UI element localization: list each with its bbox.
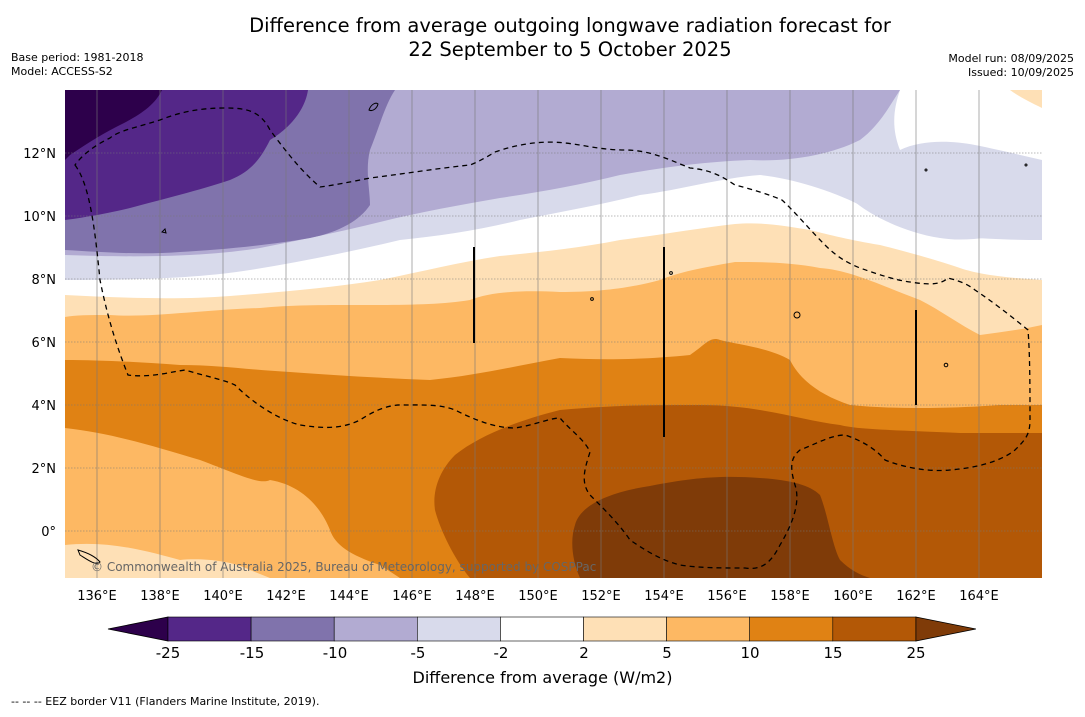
lon-label: 160°E xyxy=(833,589,873,604)
title-line-1: Difference from average outgoing longwav… xyxy=(249,14,891,37)
lon-label: 156°E xyxy=(707,589,747,604)
model-text: Model: ACCESS-S2 xyxy=(11,65,113,78)
band-2-5-left xyxy=(65,543,270,578)
colorbar-segment xyxy=(749,616,834,642)
lat-grid-lines xyxy=(65,152,1042,532)
colorbar-extend-high xyxy=(915,616,976,642)
issued-text: Issued: 10/09/2025 xyxy=(967,66,1074,79)
chart-title: Difference from average outgoing longwav… xyxy=(150,14,990,62)
lat-label: 10°N xyxy=(23,210,56,225)
lon-label: 144°E xyxy=(329,589,369,604)
copyright-text: © Commonwealth of Australia 2025, Bureau… xyxy=(91,560,596,574)
band-2-5-corner xyxy=(1010,90,1042,108)
lat-label: 8°N xyxy=(32,273,57,288)
colorbar-segment xyxy=(832,616,917,642)
band-neutral-topright xyxy=(894,90,1042,160)
lon-label: 146°E xyxy=(392,589,432,604)
lon-label: 152°E xyxy=(581,589,621,604)
title-line-2: 22 September to 5 October 2025 xyxy=(408,38,732,61)
colorbar-tick-label: -10 xyxy=(323,644,348,662)
lon-label: 150°E xyxy=(518,589,558,604)
lon-label: 164°E xyxy=(959,589,999,604)
colorbar xyxy=(107,616,976,642)
colorbar-tick-label: -15 xyxy=(240,644,265,662)
lon-label: 138°E xyxy=(140,589,180,604)
lat-label: 0° xyxy=(41,525,56,540)
colorbar-segment xyxy=(583,616,667,642)
metadata-left: Base period: 1981-2018 Model: ACCESS-S2 xyxy=(11,51,143,79)
colorbar-segment xyxy=(666,616,750,642)
lon-label: 140°E xyxy=(203,589,243,604)
lon-label: 136°E xyxy=(77,589,117,604)
colorbar-label: Difference from average (W/m2) xyxy=(412,668,673,687)
colorbar-segment xyxy=(250,616,335,642)
colorbar-segment xyxy=(167,616,252,642)
base-period-text: Base period: 1981-2018 xyxy=(11,51,144,64)
band-lavender-blob xyxy=(848,151,1042,240)
model-run-text: Model run: 08/09/2025 xyxy=(948,52,1074,65)
lat-tick-labels: 12°N 10°N 8°N 6°N 4°N 2°N 0° xyxy=(23,147,56,540)
island-outlines xyxy=(77,102,1028,564)
band-purple-darkest xyxy=(65,90,162,160)
colorbar-tick-label: -5 xyxy=(411,644,426,662)
colorbar-tick-label: -25 xyxy=(156,644,181,662)
band-over-25 xyxy=(572,476,870,578)
colorbar-tick-label: -2 xyxy=(494,644,509,662)
colorbar-segment xyxy=(333,616,418,642)
lat-label: 12°N xyxy=(23,147,56,162)
colorbar-tick-label: 2 xyxy=(579,644,589,662)
band-purple-dark xyxy=(65,90,308,220)
eez-legend-note: -- -- -- EEZ border V11 (Flanders Marine… xyxy=(11,695,320,708)
colorbar-tick-label: 10 xyxy=(740,644,759,662)
lon-label: 142°E xyxy=(266,589,306,604)
colorbar-tick-label: 15 xyxy=(823,644,842,662)
lon-label: 162°E xyxy=(896,589,936,604)
lon-label: 154°E xyxy=(644,589,684,604)
eez-border xyxy=(74,107,1031,570)
lat-label: 6°N xyxy=(32,336,57,351)
colorbar-tick-label: 5 xyxy=(662,644,672,662)
band-5-10-left xyxy=(65,428,400,578)
lat-label: 2°N xyxy=(32,462,57,477)
lon-tick-labels: 136°E 138°E 140°E 142°E 144°E 146°E 148°… xyxy=(77,589,999,604)
ola-anomaly-field xyxy=(65,90,1042,578)
colorbar-segment xyxy=(500,616,584,642)
mjo-markers xyxy=(473,247,917,437)
lat-label: 4°N xyxy=(32,399,57,414)
colorbar-extend-low xyxy=(107,616,169,642)
lon-label: 158°E xyxy=(770,589,810,604)
colorbar-segment xyxy=(416,616,501,642)
metadata-right: Model run: 08/09/2025 Issued: 10/09/2025 xyxy=(948,52,1074,80)
colorbar-tick-labels: -25 -15 -10 -5 -2 2 5 10 15 25 xyxy=(156,644,926,662)
lon-label: 148°E xyxy=(455,589,495,604)
colorbar-tick-label: 25 xyxy=(906,644,925,662)
